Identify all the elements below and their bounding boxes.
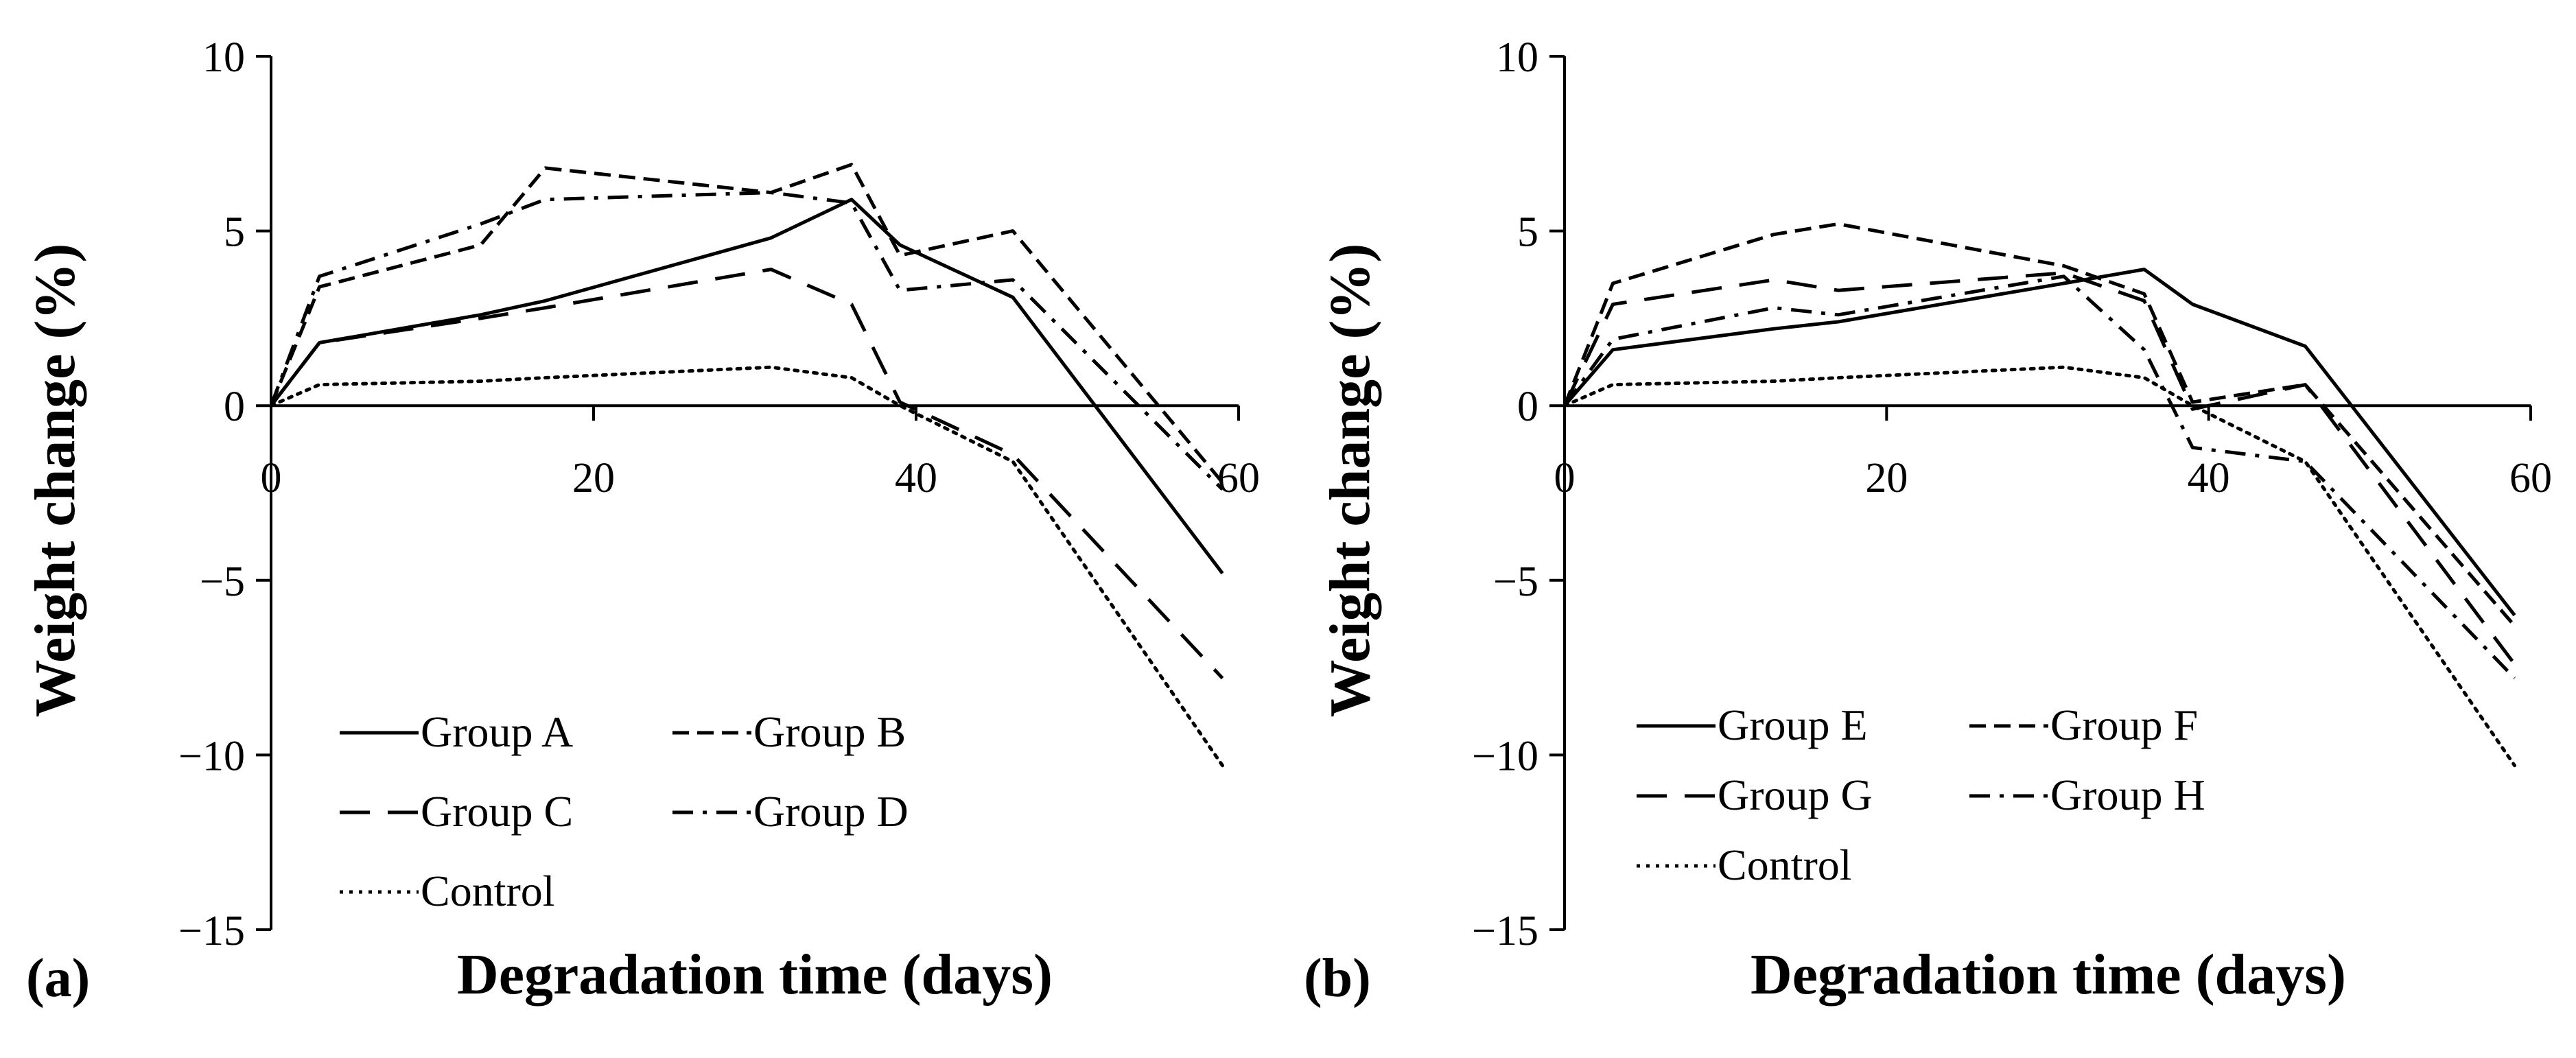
x-tick-label: 0 xyxy=(261,455,282,502)
legend-label-group-g: Group G xyxy=(1718,771,1873,819)
x-axis-label: Degradation time (days) xyxy=(457,943,1053,1007)
y-tick-label: −10 xyxy=(178,733,245,779)
panel-label: (b) xyxy=(1304,948,1371,1009)
legend-label-control: Control xyxy=(421,867,555,915)
x-tick-label: 0 xyxy=(1554,455,1576,502)
legend-label-group-a: Group A xyxy=(421,707,573,756)
chart-panel-b: 10 5 0 −5 −10 −15 0 20 40 60 Group E Group F Group G… xyxy=(1304,34,2552,1009)
y-tick-label: 5 xyxy=(1517,209,1538,256)
y-tick-label: 10 xyxy=(202,34,245,81)
y-tick-label: −5 xyxy=(200,559,245,605)
series-line-group-h xyxy=(1562,274,2516,680)
series-line-group-e xyxy=(1563,268,2516,617)
y-tick-label: 0 xyxy=(224,384,245,430)
legend-label-group-c: Group C xyxy=(421,787,573,836)
legend-label-group-e: Group E xyxy=(1718,701,1868,749)
series-line-group-c xyxy=(270,268,1224,680)
series-line-control xyxy=(269,365,1224,768)
y-tick-label: −5 xyxy=(1493,559,1538,605)
x-tick-label: 40 xyxy=(895,455,937,502)
y-tick-label: 5 xyxy=(224,209,245,256)
legend-label-group-h: Group H xyxy=(2050,771,2205,819)
series-line-group-b xyxy=(269,163,1224,484)
y-axis-label: Weight change (%) xyxy=(23,244,87,718)
y-tick-label: −15 xyxy=(178,908,245,954)
y-tick-label: −10 xyxy=(1472,733,1538,779)
x-tick-label: 60 xyxy=(1217,455,1260,502)
legend-label-group-f: Group F xyxy=(2050,701,2198,749)
y-tick-label: −15 xyxy=(1472,908,1538,954)
legend-label-group-d: Group D xyxy=(753,787,909,836)
y-axis-label: Weight change (%) xyxy=(1318,244,1382,718)
x-tick-label: 20 xyxy=(572,455,615,502)
y-tick-label: 10 xyxy=(1496,34,1538,81)
y-tick-label: 0 xyxy=(1517,384,1538,430)
series-line-control xyxy=(1562,365,2516,768)
series-line-group-d xyxy=(269,191,1224,491)
chart-panel-a: 10 5 0 −5 −10 −15 0 20 40 60 Group A Group B Group C… xyxy=(23,34,1260,1009)
x-tick-label: 40 xyxy=(2188,455,2230,502)
x-axis-label: Degradation time (days) xyxy=(1750,943,2346,1007)
series-line-group-g xyxy=(1562,271,2516,666)
x-tick-label: 20 xyxy=(1865,455,1908,502)
series-line-group-a xyxy=(270,198,1224,575)
x-tick-label: 60 xyxy=(2509,455,2552,502)
legend-label-control: Control xyxy=(1718,840,1852,889)
panel-label: (a) xyxy=(26,948,90,1009)
legend-label-group-b: Group B xyxy=(753,707,906,756)
series-line-group-f xyxy=(1562,222,2516,627)
